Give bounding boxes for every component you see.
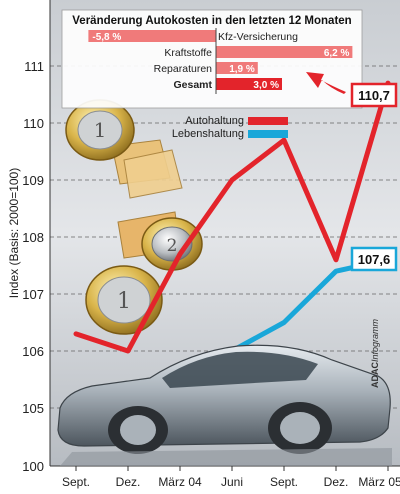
inset-panel: Veränderung Autokosten in den letzten 12… xyxy=(61,9,363,109)
inset-bar xyxy=(216,78,282,90)
inset-bar-value: 3,0 % xyxy=(253,80,279,91)
x-tick-label: Juni xyxy=(221,475,243,489)
legend-label-lebenshaltung: Lebenshaltung xyxy=(172,128,244,140)
x-tick-label: Sept. xyxy=(270,475,298,489)
x-tick-label: Dez. xyxy=(324,475,349,489)
end-label-lebenshaltung-text: 107,6 xyxy=(358,252,391,267)
credit: ADAC Infogramm xyxy=(370,318,380,388)
end-label-autohaltung: 110,7 xyxy=(350,82,398,108)
inset-bar-label: Kraftstoffe xyxy=(164,47,212,59)
inset-bar-label: Kfz-Versicherung xyxy=(218,31,298,43)
inset-bar xyxy=(216,46,353,58)
svg-text:1: 1 xyxy=(94,118,107,142)
x-tick-label: März 04 xyxy=(158,475,202,489)
credit-label: Infogramm xyxy=(370,318,380,362)
y-axis-label: Index (Basis: 2000=100) xyxy=(7,168,21,298)
arrow-icon xyxy=(306,72,346,94)
inset-bar-label: Gesamt xyxy=(173,79,212,91)
inset-bar xyxy=(216,62,258,74)
credit-brand: ADAC xyxy=(370,362,380,388)
y-tick-label: 110 xyxy=(23,116,44,131)
inset-bar-value: 6,2 % xyxy=(324,48,350,59)
gold-euro-coin-illustration: 1 1 xyxy=(65,99,163,335)
y-tick-label: 106 xyxy=(22,344,44,359)
inset-bar xyxy=(88,30,216,42)
y-tick-label: 107 xyxy=(22,287,44,302)
inset-background xyxy=(61,9,363,109)
end-label-autohaltung-text: 110,7 xyxy=(358,88,390,103)
inset-bars: -5,8 % Kfz-Versicherung 6,2 % Kraftstoffe 1,… xyxy=(88,28,353,94)
y-tick-label: 105 xyxy=(22,401,44,416)
legend-swatch-autohaltung xyxy=(248,117,288,125)
inset-bar-value: -5,8 % xyxy=(92,32,121,43)
svg-text:2: 2 xyxy=(167,236,178,256)
x-tick-label: Sept. xyxy=(62,475,90,489)
legend: Autohaltung Lebenshaltung xyxy=(172,115,288,140)
car-illustration xyxy=(57,344,392,466)
svg-text:1: 1 xyxy=(117,289,131,314)
silver-euro-coin-illustration: 2 xyxy=(141,217,203,271)
y-tick-label: 108 xyxy=(22,230,44,245)
inset-bar-label: Reparaturen xyxy=(154,63,213,75)
end-label-lebenshaltung: 107,6 xyxy=(350,246,398,272)
y-axis: 100 105 106 107 108 109 110 111 xyxy=(22,0,51,474)
x-tick-label: Dez. xyxy=(116,475,141,489)
legend-label-autohaltung: Autohaltung xyxy=(185,115,244,127)
inset-title: Veränderung Autokosten in den letzten 12… xyxy=(72,15,351,27)
x-axis: Sept. Dez. März 04 Juni Sept. Dez. März 05 xyxy=(50,465,400,489)
legend-swatch-lebenshaltung xyxy=(248,130,288,138)
y-tick-label: 109 xyxy=(22,173,44,188)
y-tick-label: 100 xyxy=(22,459,44,474)
inset-bar-value: 1,9 % xyxy=(229,64,255,75)
x-tick-label: März 05 xyxy=(358,475,400,489)
y-tick-label: 111 xyxy=(24,59,44,74)
